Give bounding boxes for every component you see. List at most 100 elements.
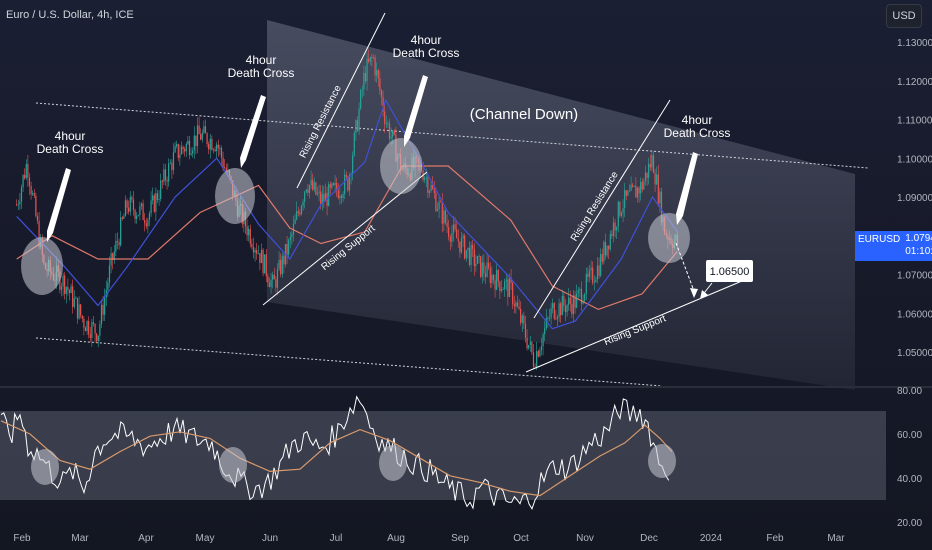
candle-body xyxy=(270,279,272,287)
candle-body xyxy=(331,183,333,188)
rising-resistance-line-1 xyxy=(296,12,386,189)
candle-body xyxy=(142,203,144,221)
candle-body xyxy=(436,209,439,211)
candle-body xyxy=(555,318,557,320)
time-axis[interactable]: Feb Mar Apr May Jun Jul Aug Sep Oct Nov Dec 2024 Feb… xyxy=(13,533,845,544)
candle-body xyxy=(569,297,571,304)
candle-body xyxy=(294,219,296,224)
candle-body xyxy=(195,135,197,147)
candle-body xyxy=(456,229,458,239)
price-tick-label: 1.06000 xyxy=(897,309,932,320)
chart-title: Euro / U.S. Dollar, 4h, ICE xyxy=(6,9,134,21)
candle-body xyxy=(300,205,303,215)
price-tick-label: 1.11000 xyxy=(897,116,932,127)
candle-body xyxy=(168,163,170,182)
price-tick-label: 1.09000 xyxy=(897,193,932,204)
time-tick-label: Oct xyxy=(513,533,529,544)
candle-body xyxy=(62,275,64,287)
rsi-axis[interactable]: 80.00 60.00 40.00 20.00 xyxy=(897,386,922,529)
candle-body xyxy=(192,150,194,154)
candle-body xyxy=(139,206,141,215)
candle-body xyxy=(225,167,227,172)
candle-body xyxy=(468,247,471,265)
candle-body xyxy=(299,212,301,215)
candle-body xyxy=(483,262,485,274)
death-cross-circle-1 xyxy=(21,237,63,295)
candle-body xyxy=(464,235,466,259)
candle-body xyxy=(38,220,40,248)
candle-body xyxy=(657,174,659,204)
price-tick-label: 1.12000 xyxy=(897,77,932,88)
candle-body xyxy=(152,195,154,201)
candle-body xyxy=(587,273,589,277)
rsi-tick-label: 60.00 xyxy=(897,430,922,441)
candle-body xyxy=(515,302,517,307)
candle-body xyxy=(214,149,216,151)
candle-body xyxy=(449,236,451,242)
price-tick-label: 1.10000 xyxy=(897,154,932,165)
candle-body xyxy=(481,262,483,277)
candle-body xyxy=(134,210,136,219)
candle-body xyxy=(475,263,477,267)
candle-body xyxy=(504,281,506,290)
candle-body xyxy=(137,214,139,216)
currency-button[interactable]: USD xyxy=(886,4,922,28)
candle-body xyxy=(560,303,562,316)
candle-body xyxy=(102,304,104,315)
candle-body xyxy=(361,89,363,91)
candle-body xyxy=(193,135,195,151)
candle-body xyxy=(342,193,344,198)
price-axis[interactable]: 1.130001.120001.110001.100001.090001.080… xyxy=(897,38,932,359)
candle-body xyxy=(390,136,392,139)
candle-body xyxy=(368,58,370,62)
candle-body xyxy=(163,169,165,182)
candle-body xyxy=(446,222,448,228)
candle-body xyxy=(99,324,101,336)
candle-body xyxy=(248,228,250,236)
candle-body xyxy=(147,219,149,227)
candle-body xyxy=(654,172,656,185)
candle-body xyxy=(561,296,563,316)
candle-body xyxy=(190,153,192,155)
candle-body xyxy=(507,279,509,298)
candle-body xyxy=(81,315,83,319)
candle-body xyxy=(92,322,95,324)
time-tick-label: Jul xyxy=(330,533,343,544)
candle-body xyxy=(84,327,87,332)
candle-body xyxy=(643,180,645,190)
candle-body xyxy=(494,280,496,290)
candle-body xyxy=(393,130,395,135)
candle-body xyxy=(219,148,221,149)
candle-body xyxy=(140,203,143,207)
candle-body xyxy=(550,308,552,319)
candle-body xyxy=(593,281,595,283)
candle-body xyxy=(273,274,275,280)
candle-body xyxy=(476,256,479,264)
candle-body xyxy=(457,238,459,242)
candle-body xyxy=(518,306,520,309)
candle-body xyxy=(443,210,445,224)
rsi-circle-2 xyxy=(219,447,247,483)
time-tick-label: Mar xyxy=(71,533,89,544)
time-tick-label: Feb xyxy=(13,533,31,544)
candle-body xyxy=(180,146,183,155)
candle-body xyxy=(104,297,106,315)
candle-body xyxy=(548,318,551,319)
candle-body xyxy=(356,120,359,131)
candle-body xyxy=(625,190,627,196)
candle-body xyxy=(172,152,175,171)
candle-body xyxy=(380,90,383,98)
candle-body xyxy=(153,195,155,212)
candle-body xyxy=(440,201,442,203)
candle-body xyxy=(176,144,178,147)
candle-body xyxy=(659,191,661,204)
target-label-box xyxy=(706,260,753,282)
candle-body xyxy=(288,240,290,255)
candle-body xyxy=(145,223,147,227)
candle-body xyxy=(590,267,592,271)
candle-body xyxy=(264,254,266,274)
candle-body xyxy=(33,193,35,196)
candle-body xyxy=(598,265,600,276)
